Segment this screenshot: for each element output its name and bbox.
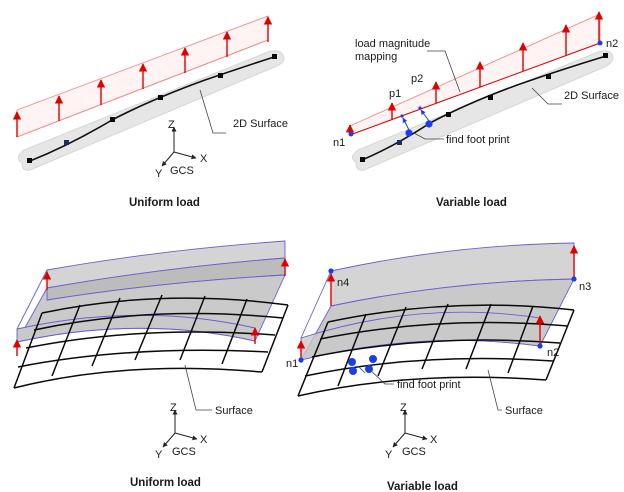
axis-x-label: X [430, 434, 438, 446]
caption-variable-load-bottom: Variable load [387, 481, 458, 492]
axis-x-label: X [200, 434, 208, 446]
point-p1-label: p1 [389, 88, 401, 100]
caption-uniform-load-top: Uniform load [129, 197, 200, 209]
node-n4-label: n4 [337, 277, 349, 289]
caption-variable-load-top: Variable load [436, 197, 507, 209]
axis-z-label: Z [170, 402, 177, 414]
foot-print-label: find foot print [397, 379, 461, 391]
panel-top-right: n1 n2 p1 p2 load magnitude mapping find … [333, 12, 619, 209]
panel-bottom-right: n4 n3 n1 n2 find foot print Surface Z X … [286, 243, 591, 492]
node-n1-label: n1 [333, 137, 345, 149]
gcs-label: GCS [402, 446, 426, 458]
axis-z-label: Z [400, 402, 407, 414]
surface-label: 2D Surface [233, 118, 288, 130]
axis-y-label: Y [155, 168, 163, 180]
gcs-label: GCS [172, 446, 196, 458]
gcs-label: GCS [170, 165, 194, 177]
node-n3-label: n3 [579, 281, 591, 293]
node-n1-marker [349, 132, 354, 137]
node-n2-marker [598, 41, 603, 46]
axis-x-label: X [200, 153, 208, 165]
node-n2-label: n2 [547, 347, 559, 359]
caption-uniform-load-bottom: Uniform load [130, 477, 201, 489]
mapping-label-line2: mapping [355, 51, 397, 63]
panel-top-left: 2D Surface Z X Y GCS Uniform load [17, 16, 288, 209]
surface-label: 2D Surface [564, 90, 619, 102]
gcs-axes-icon [162, 127, 196, 166]
node-n2-label: n2 [606, 38, 618, 50]
node-n1-label: n1 [286, 358, 298, 370]
foot-print-label: find foot print [446, 134, 510, 146]
panel-bottom-left: Surface Z X Y GCS Uniform load [14, 241, 288, 489]
mapping-label-line1: load magnitude [355, 38, 430, 50]
surface-label: Surface [215, 405, 253, 417]
axis-y-label: Y [385, 449, 393, 461]
surface-label: Surface [505, 405, 543, 417]
point-p2-label: p2 [411, 73, 423, 85]
gcs-axes-icon [163, 410, 197, 447]
gcs-axes-icon [393, 410, 427, 447]
axis-y-label: Y [155, 449, 163, 461]
axis-z-label: Z [168, 119, 175, 131]
